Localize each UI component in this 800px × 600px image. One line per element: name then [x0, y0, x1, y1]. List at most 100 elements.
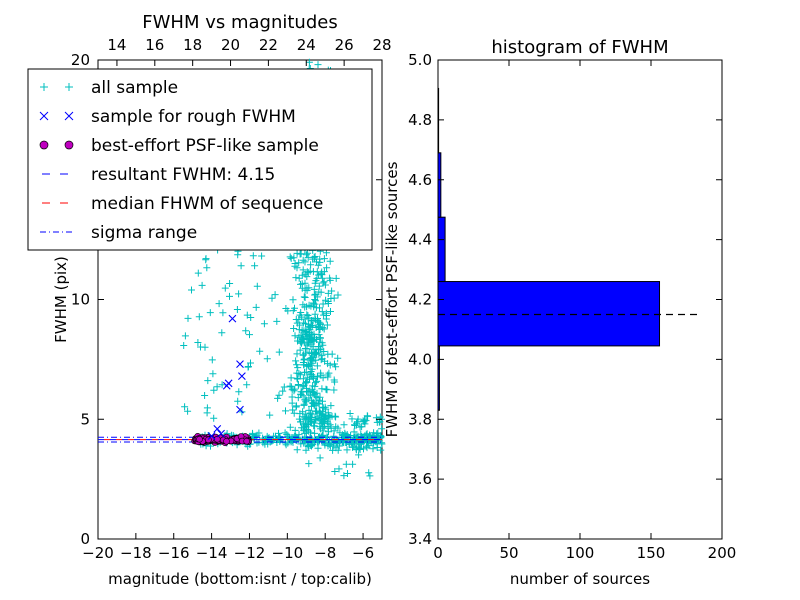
all-sample-point: [335, 465, 343, 473]
top-x-tick-label: 24: [297, 36, 316, 54]
all-sample-point: [330, 294, 338, 302]
all-sample-point: [296, 321, 304, 329]
all-sample-point: [297, 440, 305, 448]
all-sample-point: [326, 361, 334, 369]
all-sample-point: [256, 347, 264, 355]
all-sample-point: [291, 426, 299, 434]
all-sample-point: [301, 339, 309, 347]
top-x-tick-label: 22: [259, 36, 278, 54]
all-sample-point: [210, 414, 218, 422]
right-y-axis-label: FWHM of best-effort PSF-like sources: [383, 161, 401, 437]
all-sample-point: [314, 444, 322, 452]
y-tick-label: 10: [71, 291, 90, 309]
all-sample-point: [226, 280, 234, 287]
all-sample-point: [184, 407, 192, 415]
all-sample-point: [325, 369, 333, 377]
all-sample-point: [320, 416, 328, 424]
all-sample-point: [234, 251, 242, 259]
histogram-bar: [437, 216, 446, 283]
all-sample-point: [302, 398, 310, 406]
all-sample-point: [313, 412, 321, 420]
all-sample-point: [305, 58, 313, 66]
y-tick-label: 3.6: [408, 470, 432, 488]
psf-like-sample-points: [191, 432, 252, 447]
all-sample-point: [303, 396, 311, 404]
all-sample-point: [328, 287, 336, 295]
all-sample-point: [363, 444, 371, 452]
psf-like-point: [243, 437, 250, 445]
rough-fwhm-point: [238, 372, 246, 381]
y-tick-label: 20: [71, 51, 90, 69]
all-sample-point: [319, 397, 326, 405]
all-sample-point: [349, 443, 356, 451]
all-sample-point: [368, 432, 376, 440]
all-sample-point: [307, 414, 315, 421]
all-sample-point: [326, 257, 334, 265]
all-sample-point: [271, 291, 279, 299]
x-tick-label: 200: [708, 544, 737, 562]
all-sample-point: [181, 332, 189, 340]
all-sample-point: [329, 446, 337, 454]
all-sample-point: [181, 403, 189, 411]
all-sample-point: [298, 280, 306, 288]
all-sample-point: [305, 322, 313, 330]
fwhm-vs-magnitudes-panel: −20 −18 −16 −14 −12 −10 −8 −6 14 16 18 20 22 24 26 28 0 5…: [27, 12, 392, 588]
all-sample-point: [303, 378, 311, 386]
all-sample-point: [332, 274, 340, 282]
all-sample-point: [304, 249, 312, 257]
all-sample-point: [343, 446, 351, 454]
y-tick-label: 4.8: [408, 111, 432, 129]
all-sample-point: [304, 312, 312, 319]
all-sample-point: [307, 261, 315, 269]
right-chart-title: histogram of FWHM: [491, 37, 668, 58]
all-sample-point: [313, 268, 321, 276]
all-sample-point: [363, 412, 371, 420]
all-sample-point: [226, 292, 233, 300]
all-sample-point: [294, 375, 302, 383]
all-sample-point: [301, 258, 309, 266]
all-sample-point: [289, 406, 297, 414]
all-sample-point: [203, 404, 211, 412]
all-sample-point: [307, 341, 315, 349]
all-sample-point: [286, 423, 294, 431]
rough-fwhm-sample-points: [207, 314, 246, 440]
all-sample-point: [304, 441, 312, 449]
all-sample-point: [324, 371, 332, 379]
all-sample-point: [287, 374, 295, 382]
all-sample-point: [378, 440, 386, 448]
all-sample-point: [301, 349, 309, 357]
histogram-bar: [437, 281, 661, 347]
all-sample-point: [324, 409, 332, 417]
x-tick-label: 100: [566, 544, 595, 562]
legend-marker: [39, 111, 49, 121]
rough-fwhm-point: [222, 381, 231, 390]
legend-entry: sample for rough FWHM: [39, 107, 296, 127]
left-chart-legend: all sample sample for rough FWHM best-effo…: [27, 68, 373, 251]
rough-fwhm-point: [207, 432, 216, 440]
all-sample-point: [282, 305, 290, 312]
all-sample-point: [327, 402, 335, 410]
all-sample-point: [333, 437, 341, 445]
x-tick-label: −10: [272, 544, 304, 562]
all-sample-point: [308, 317, 315, 324]
all-sample-point: [297, 331, 305, 339]
y-tick-label: 5.0: [408, 51, 432, 69]
all-sample-point: [299, 383, 307, 391]
all-sample-point: [235, 388, 243, 396]
all-sample-point: [305, 406, 313, 414]
all-sample-point: [194, 269, 202, 277]
all-sample-point: [298, 424, 306, 432]
all-sample-point: [309, 321, 316, 329]
all-sample-point: [293, 446, 301, 454]
all-sample-point: [322, 385, 330, 393]
all-sample-point: [316, 454, 324, 462]
x-tick-label: 50: [499, 544, 518, 562]
all-sample-point: [188, 286, 195, 294]
all-sample-point: [323, 321, 331, 329]
all-sample-point: [292, 357, 300, 365]
all-sample-point: [355, 437, 363, 445]
all-sample-point: [295, 259, 303, 267]
all-sample-point: [340, 421, 348, 429]
y-tick-label: 3.4: [408, 530, 432, 548]
all-sample-point: [180, 342, 188, 349]
